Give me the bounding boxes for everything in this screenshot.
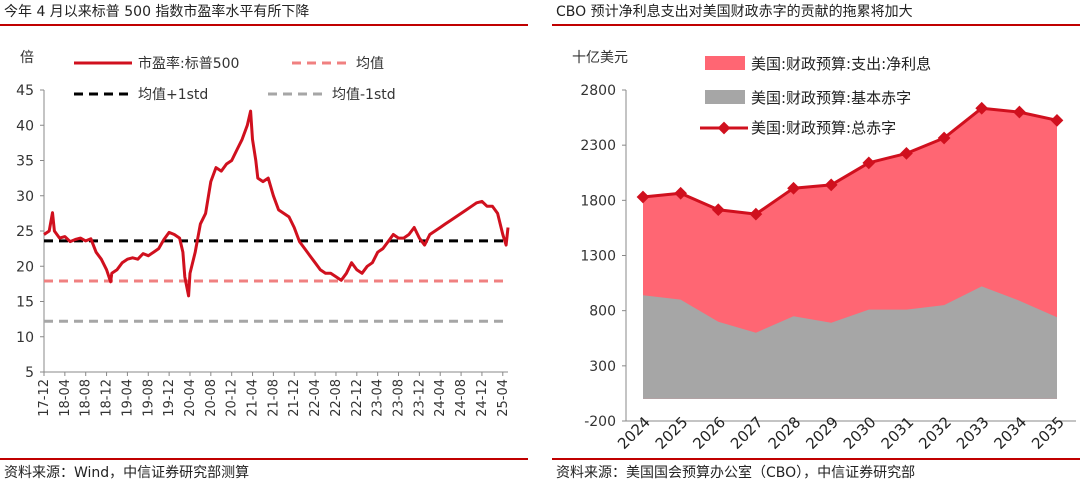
y-tick-label: 300 [589,359,616,375]
deficit-chart: 十亿美元-20030080013001800230028002024202520… [572,50,1076,453]
pe-ratio-series-line [43,109,510,298]
x-tick-label: 18-08 [79,379,94,417]
x-tick-label: 2024 [614,413,654,453]
x-tick-label: 18-04 [58,379,73,417]
legend-pe-ratio-label: 市盈率:标普500 [138,55,239,72]
legend-net-interest-label: 美国:财政预算:支出:净利息 [751,55,931,73]
pe-ratio-chart: 倍 5 10 15 20 25 30 35 40 45 17-12 18-04 18-08 18-12 19… [16,50,511,417]
legend-minus-1std-label: 均值-1std [332,87,396,103]
x-tick-label: 2025 [652,413,692,453]
legend-primary-deficit-label: 美国:财政预算:基本赤字 [751,89,911,107]
x-tick-label: 20-04 [183,379,198,417]
y-tick-label: 10 [16,330,34,346]
x-tick-label: 24-04 [433,379,448,417]
y-tick-label: 2800 [580,83,616,99]
x-tick-label: 22-08 [329,379,344,417]
x-tick-label: 2031 [878,413,918,453]
x-tick-label: 20-08 [204,379,219,417]
total-deficit-line [642,106,1058,216]
left-source-rule [0,458,528,460]
total-deficit-point [824,178,838,192]
y-tick-label: 20 [16,259,34,275]
y-tick-label: 45 [16,83,34,99]
x-tick-label: 23-12 [412,379,427,417]
y-tick-label: 35 [16,154,34,170]
right-chart-source: 资料来源：美国国会预算办公室（CBO），中信证券研究部 [556,465,916,481]
y-tick-label: 25 [16,224,34,240]
y-axis-unit: 倍 [20,50,34,66]
x-tick-label: 23-04 [371,379,386,417]
x-tick-label: 20-12 [225,379,240,417]
total-deficit-point [1013,105,1026,119]
x-tick-label: 21-08 [266,379,281,417]
x-tick-label: 17-12 [37,379,52,417]
y-tick-label: 15 [16,295,34,311]
legend-primary-deficit-swatch [705,90,745,104]
right-source-rule [552,458,1080,460]
x-tick-label: 2029 [802,413,842,453]
x-tick-label: 2026 [689,413,729,453]
legend-total-deficit-marker [717,121,731,135]
y-tick-label: 40 [16,118,34,134]
right-title-rule [552,24,1080,26]
x-tick-label: 24-08 [454,379,469,417]
y-tick-label: 1800 [580,193,616,209]
x-tick-label: 2033 [953,413,993,453]
x-tick-label: 23-08 [392,379,407,417]
primary-deficit-area [643,286,1057,399]
legend-net-interest-swatch [705,56,745,70]
y-axis-unit: 十亿美元 [572,50,628,66]
right-chart-title: CBO 预计净利息支出对美国财政赤字的贡献的拖累将加大 [556,4,913,20]
y-tick-label: 30 [16,189,34,205]
x-tick-label: 24-12 [475,379,490,417]
left-chart-panel: 今年 4 月以来标普 500 指数市盈率水平有所下降 倍 5 10 15 20 25 30 3… [0,0,528,488]
x-tick-label: 21-12 [287,379,302,417]
x-tick-label: 2032 [915,413,955,453]
legend-plus-1std-label: 均值+1std [138,87,208,103]
x-tick-label: 22-12 [350,379,365,417]
y-tick-label: 2300 [580,138,616,154]
legend-mean-label: 均值 [356,56,384,72]
legend-total-deficit-label: 美国:财政预算:总赤字 [751,119,896,137]
x-tick-label: 21-04 [246,379,261,417]
x-tick-label: 22-04 [308,379,323,417]
x-tick-label: 19-04 [120,379,135,417]
x-tick-label: 19-08 [141,379,156,417]
left-title-rule [0,24,528,26]
left-chart-title: 今年 4 月以来标普 500 指数市盈率水平有所下降 [4,4,310,20]
x-tick-label: 19-12 [162,379,177,417]
x-tick-label: 2030 [840,413,880,453]
total-deficit-point [1050,113,1064,127]
right-chart-panel: CBO 预计净利息支出对美国财政赤字的贡献的拖累将加大 十亿美元 -200 300 8… [552,0,1080,488]
y-tick-label: 800 [589,304,616,320]
x-tick-label: 25-04 [496,379,511,417]
x-tick-label: 2028 [765,413,805,453]
x-tick-label: 18-12 [100,379,115,417]
y-tick-label: -200 [584,414,616,430]
x-tick-label: 2035 [1028,413,1068,453]
y-tick-label: 5 [25,365,34,381]
x-tick-label: 2027 [727,413,767,453]
y-tick-label: 1300 [580,249,616,265]
x-tick-label: 2034 [990,413,1030,453]
left-chart-source: 资料来源：Wind，中信证券研究部测算 [4,465,250,481]
